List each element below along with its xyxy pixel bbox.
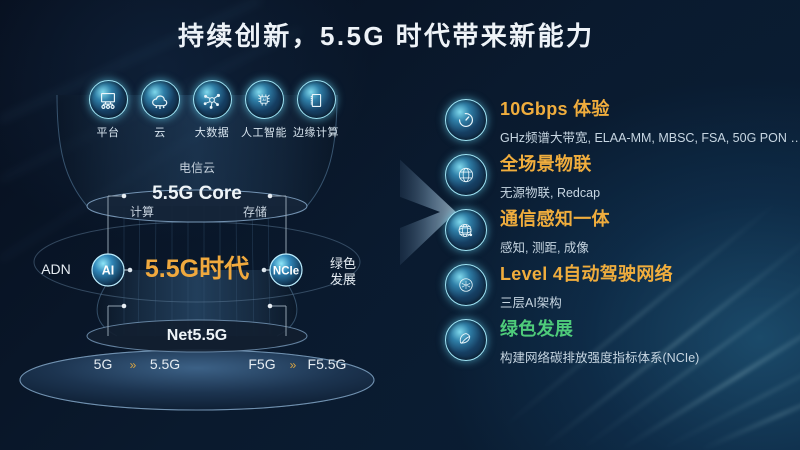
svg-text:NCIe: NCIe: [273, 266, 299, 278]
svg-text:发展: 发展: [330, 272, 356, 287]
svg-text:5.5G: 5.5G: [150, 356, 180, 372]
svg-text:电信云: 电信云: [179, 161, 215, 175]
svg-text:计算: 计算: [130, 204, 154, 219]
svg-text:AI: AI: [102, 264, 115, 278]
svg-text:5.5G时代: 5.5G时代: [145, 255, 249, 283]
svg-text:5G: 5G: [94, 356, 113, 372]
svg-text:绿色: 绿色: [330, 256, 356, 271]
svg-text:AI: AI: [262, 98, 265, 102]
svg-text:F5G: F5G: [248, 356, 275, 372]
svg-text:Net5.5G: Net5.5G: [167, 327, 227, 344]
svg-text:»: »: [130, 358, 137, 372]
svg-text:存储: 存储: [243, 204, 267, 219]
svg-text:ADN: ADN: [41, 261, 71, 277]
svg-text:F5.5G: F5.5G: [308, 356, 347, 372]
svg-text:5.5G Core: 5.5G Core: [152, 183, 242, 204]
svg-text:»: »: [290, 358, 297, 372]
